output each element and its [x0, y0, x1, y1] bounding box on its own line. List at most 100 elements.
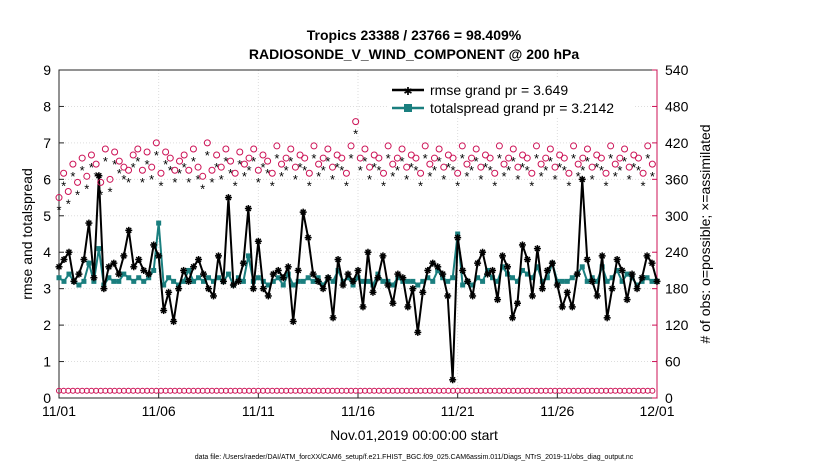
obs-assimilated-marker: *	[191, 154, 196, 169]
rmse-point	[115, 270, 123, 278]
obs-possible-marker	[157, 169, 165, 177]
obs-possible-marker	[240, 160, 248, 168]
obs-possible-marker	[412, 154, 420, 162]
obs-possible-marker	[208, 166, 216, 174]
y-tick-label-right: 300	[665, 208, 689, 224]
obs-possible-marker	[194, 163, 202, 171]
obs-assimilated-marker: *	[214, 160, 219, 175]
legend-box	[388, 78, 633, 118]
obs-assimilated-marker: *	[316, 169, 321, 184]
obs-possible-marker	[245, 154, 253, 162]
totalspread-point	[255, 275, 261, 281]
totalspread-point	[649, 278, 655, 284]
rmse-point	[603, 314, 611, 322]
obs-possible-marker	[468, 154, 476, 162]
obs-assimilated-marker: *	[89, 160, 94, 175]
obs-assimilated-marker: *	[645, 151, 650, 166]
rmse-point	[653, 277, 661, 285]
obs-possible-marker	[185, 166, 193, 174]
obs-possible-marker	[268, 169, 276, 177]
rmse-point	[95, 172, 103, 180]
totalspread-point	[544, 275, 550, 281]
totalspread-point	[564, 278, 570, 284]
totalspread-point	[430, 278, 436, 284]
totalspread-point	[350, 282, 356, 288]
totalspread-point	[275, 275, 281, 281]
obs-possible-marker	[384, 142, 392, 150]
obs-assimilated-marker: *	[488, 163, 493, 178]
rmse-point	[214, 252, 222, 260]
rmse-point	[513, 299, 521, 307]
totalspread-point	[116, 278, 122, 284]
chart-title-line2: RADIOSONDE_V_WIND_COMPONENT @ 200 hPa	[249, 46, 579, 62]
obs-assimilated-marker: *	[288, 154, 293, 169]
y-tick-label-right: 360	[665, 171, 689, 187]
y-tick-label-right: 120	[665, 317, 689, 333]
obs-possible-marker	[361, 145, 369, 153]
obs-assimilated-marker: *	[233, 178, 238, 193]
obs-possible-marker	[352, 118, 360, 126]
obs-assimilated-marker: *	[367, 172, 372, 187]
obs-possible-marker	[106, 175, 114, 183]
obs-assimilated-marker: *	[168, 163, 173, 178]
rmse-point	[429, 259, 437, 267]
rmse-point	[464, 277, 472, 285]
rmse-point	[439, 270, 447, 278]
totalspread-point	[480, 278, 486, 284]
obs-possible-marker	[199, 172, 207, 180]
obs-assimilated-marker: *	[353, 127, 358, 142]
totalspread-point	[310, 278, 316, 284]
totalspread-point	[300, 278, 306, 284]
legend-label: totalspread grand pr = 3.2142	[430, 100, 614, 116]
totalspread-point	[66, 271, 72, 277]
totalspread-point	[534, 264, 540, 270]
obs-assimilated-marker: *	[126, 175, 131, 190]
rmse-point	[628, 270, 636, 278]
totalspread-point	[380, 278, 386, 284]
rmse-point	[648, 259, 656, 267]
rmse-point	[504, 263, 511, 271]
obs-possible-marker	[421, 142, 429, 150]
obs-possible-marker	[616, 154, 624, 162]
obs-assimilated-marker: *	[251, 154, 256, 169]
rmse-point	[269, 270, 277, 278]
obs-possible-marker	[92, 160, 100, 168]
rmse-point	[314, 277, 322, 285]
legend-marker	[404, 104, 412, 112]
legend-marker: ✱	[403, 86, 412, 98]
obs-possible-marker	[282, 154, 290, 162]
obs-possible-marker	[217, 163, 225, 171]
obs-assimilated-marker: *	[163, 157, 168, 172]
rmse-point	[239, 259, 247, 267]
rmse-point	[424, 266, 432, 274]
obs-possible-marker	[227, 157, 235, 165]
obs-possible-marker	[189, 145, 197, 153]
obs-assimilated-marker: *	[223, 154, 228, 169]
obs-possible-marker	[74, 178, 82, 186]
rmse-point	[105, 263, 113, 271]
chart-title-line1: Tropics 23388 / 23766 = 98.409%	[307, 27, 522, 43]
rmse-point	[90, 274, 98, 282]
obs-assimilated-marker: *	[376, 163, 381, 178]
obs-assimilated-marker: *	[608, 151, 613, 166]
obs-possible-marker	[138, 166, 146, 174]
obs-assimilated-marker: *	[409, 160, 414, 175]
obs-possible-marker	[644, 142, 652, 150]
obs-assimilated-marker: *	[404, 172, 409, 187]
obs-assimilated-marker: *	[464, 169, 469, 184]
totalspread-point	[644, 275, 650, 281]
obs-assimilated-marker: *	[529, 178, 534, 193]
totalspread-point	[460, 282, 466, 288]
y-tick-label-left: 8	[43, 98, 51, 114]
obs-possible-marker	[542, 154, 550, 162]
rmse-point	[120, 252, 128, 260]
rmse-point	[484, 270, 492, 278]
obs-possible-marker	[250, 145, 258, 153]
obs-possible-marker	[347, 142, 355, 150]
obs-assimilated-marker: *	[242, 169, 247, 184]
totalspread-point	[245, 253, 251, 259]
rmse-point	[100, 285, 108, 293]
rmse-point	[344, 270, 352, 278]
